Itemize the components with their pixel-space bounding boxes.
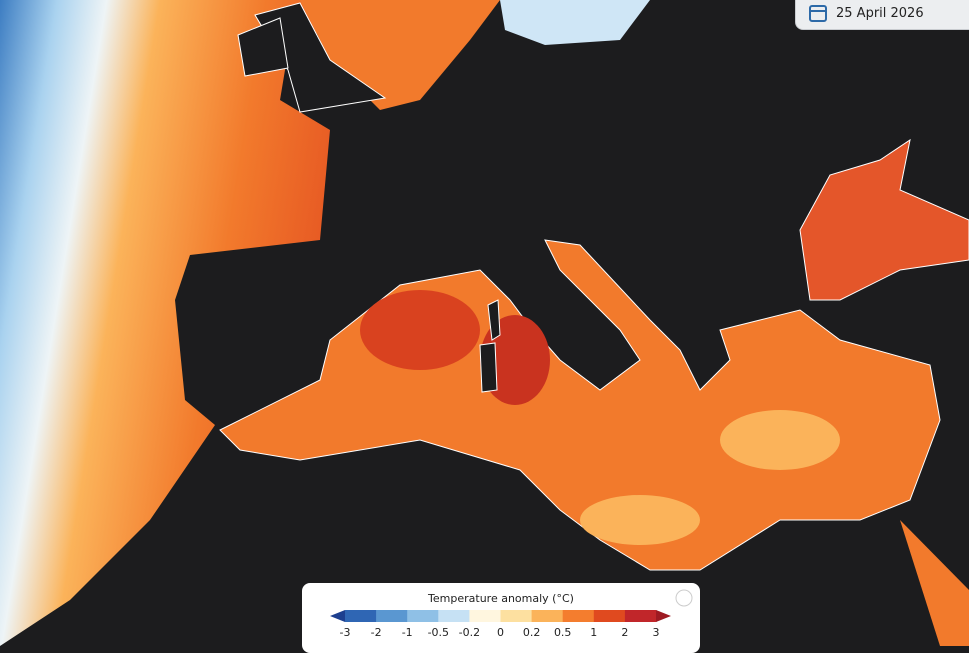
legend-tick-label: -0.2 [458,626,481,639]
colorbar [330,589,693,622]
legend-tick-label: 0.2 [522,626,541,639]
colorbar-end [656,610,671,622]
legend-tick-label: -2 [370,626,382,639]
colorbar-segment [531,610,564,622]
north-sea-anomaly [300,0,500,110]
britain [254,2,387,113]
legend-title: Temperature anomaly (°C) [428,592,574,605]
colorbar-segment [624,610,657,622]
black-sea-anomaly [799,138,969,301]
colorbar-segment [469,610,501,622]
date-selector[interactable]: 25 April 2026 [795,0,969,30]
cool-spot [720,410,840,470]
legend: Temperature anomaly (°C) -3 -2 -1 -0.5 -0.2 0… [302,583,700,653]
legend-tick-label: 3 [652,626,660,639]
legend-tick-label: 2 [621,626,629,639]
calendar-icon [809,5,827,22]
legend-tick-label: -0.5 [427,626,450,639]
colorbar-segment [562,610,595,622]
baltic-anomaly [500,0,650,45]
colorbar-end [330,610,345,622]
red-sea-anomaly [900,520,969,646]
colorbar-segment [593,610,626,622]
legend-tick-label: 0 [497,626,504,639]
legend-tick-label: 1 [590,626,598,639]
hot-spot [360,290,480,370]
colorbar-segment [407,610,439,622]
cool-spot [580,495,700,545]
colorbar-segment [500,610,533,622]
legend-tick-label: 0.5 [553,626,572,639]
legend-tick-label: -1 [401,626,413,639]
ireland [237,17,289,77]
atlantic-anomaly [0,0,350,646]
corsica-sardinia [479,299,501,393]
collapse-button[interactable] [675,589,693,607]
colorbar-segment [345,610,377,622]
hot-spot [480,315,550,405]
colorbar-segment [438,610,470,622]
date-label: 25 April 2026 [836,6,924,21]
colorbar-segment [376,610,408,622]
legend-tick-label: -3 [339,626,351,639]
